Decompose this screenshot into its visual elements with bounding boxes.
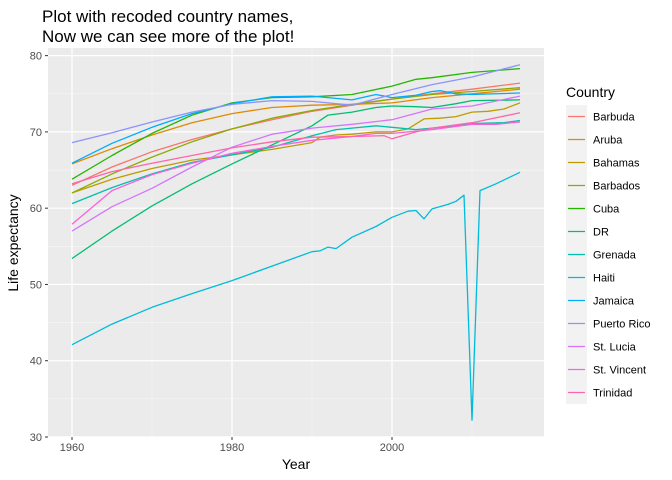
series-line-haiti xyxy=(71,171,521,421)
series-line-puerto-rico xyxy=(71,64,521,144)
y-tick-label: 80 xyxy=(30,51,42,63)
legend-label: Barbados xyxy=(593,181,641,193)
series-line-dr xyxy=(71,99,521,260)
legend-label: Cuba xyxy=(593,204,620,216)
series-line-trinidad xyxy=(71,112,521,185)
legend-label: Grenada xyxy=(593,250,637,262)
legend-label: Jamaica xyxy=(593,296,635,308)
chart-title: Plot with recoded country names, Now we … xyxy=(42,7,294,46)
legend-label: St. Lucia xyxy=(593,342,637,354)
series-line-cuba xyxy=(71,67,521,180)
legend-label: Trinidad xyxy=(593,388,632,400)
y-tick-label: 50 xyxy=(30,279,42,291)
legend-label: DR xyxy=(593,227,609,239)
series-line-barbados xyxy=(71,87,521,194)
series-line-barbuda xyxy=(71,82,521,186)
y-tick-label: 60 xyxy=(30,203,42,215)
y-tick-label: 40 xyxy=(30,356,42,368)
title-line-2: Now we can see more of the plot! xyxy=(42,27,294,46)
minor-gridlines xyxy=(48,48,544,437)
major-gridlines xyxy=(48,48,544,438)
legend-title: Country xyxy=(566,84,615,100)
y-axis-title: Life expectancy xyxy=(5,194,21,291)
legend-label: Haiti xyxy=(593,273,615,285)
x-tick-label: 1980 xyxy=(220,442,244,454)
title-line-1: Plot with recoded country names, xyxy=(42,7,293,26)
legend-label: Bahamas xyxy=(593,158,640,170)
x-tick-label: 2000 xyxy=(380,442,404,454)
legend-label: Puerto Rico xyxy=(593,319,650,331)
series-line-grenada xyxy=(71,119,521,205)
legend: Country Barbuda Aruba Bahamas Barbados Cuba D… xyxy=(566,84,650,404)
plot-panel xyxy=(48,48,544,437)
series-lines xyxy=(71,64,521,421)
y-axis-ticks: 30 40 50 60 70 80 xyxy=(30,51,48,444)
legend-label: Barbuda xyxy=(593,112,635,124)
x-axis-ticks: 1960 1980 2000 xyxy=(60,437,404,454)
x-axis-title: Year xyxy=(282,456,311,472)
x-tick-label: 1960 xyxy=(60,442,84,454)
series-line-st-lucia xyxy=(71,95,521,232)
series-line-bahamas xyxy=(71,102,521,194)
series-line-st-vincent xyxy=(71,121,521,225)
legend-label: St. Vincent xyxy=(593,365,646,377)
y-tick-label: 30 xyxy=(30,432,42,444)
series-line-jamaica xyxy=(71,90,521,164)
legend-label: Aruba xyxy=(593,135,623,147)
y-tick-label: 70 xyxy=(30,127,42,139)
